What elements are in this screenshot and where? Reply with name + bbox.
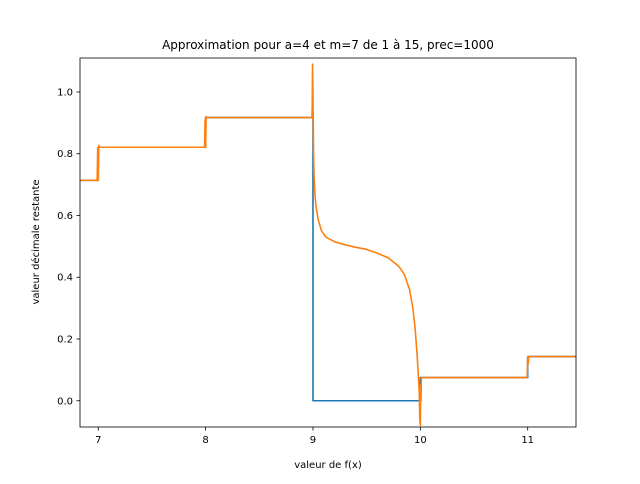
y-tick-label: 0.8: [57, 149, 73, 160]
x-tick-label: 10: [414, 435, 427, 446]
x-axis-label: valeur de f(x): [294, 460, 362, 471]
y-tick-label: 0.2: [57, 334, 73, 345]
series-layer: [80, 63, 576, 427]
y-tick-label: 0.4: [57, 273, 73, 284]
x-tick-label: 7: [95, 435, 101, 446]
x-tick-label: 11: [521, 435, 534, 446]
x-axis: 7 8 9 10 11: [95, 427, 534, 446]
plot-frame: [79, 57, 577, 428]
series-line-2: [80, 63, 576, 427]
chart-title: Approximation pour a=4 et m=7 de 1 à 15,…: [162, 38, 494, 52]
y-axis: 0.0 0.2 0.4 0.6 0.8 1.0: [57, 87, 80, 407]
y-tick-label: 0.6: [57, 211, 73, 222]
x-tick-label: 9: [310, 435, 316, 446]
y-axis-label: valeur décimale restante: [30, 179, 42, 304]
y-tick-label: 0.0: [57, 396, 73, 407]
x-tick-label: 8: [202, 435, 208, 446]
y-tick-label: 1.0: [57, 87, 73, 98]
